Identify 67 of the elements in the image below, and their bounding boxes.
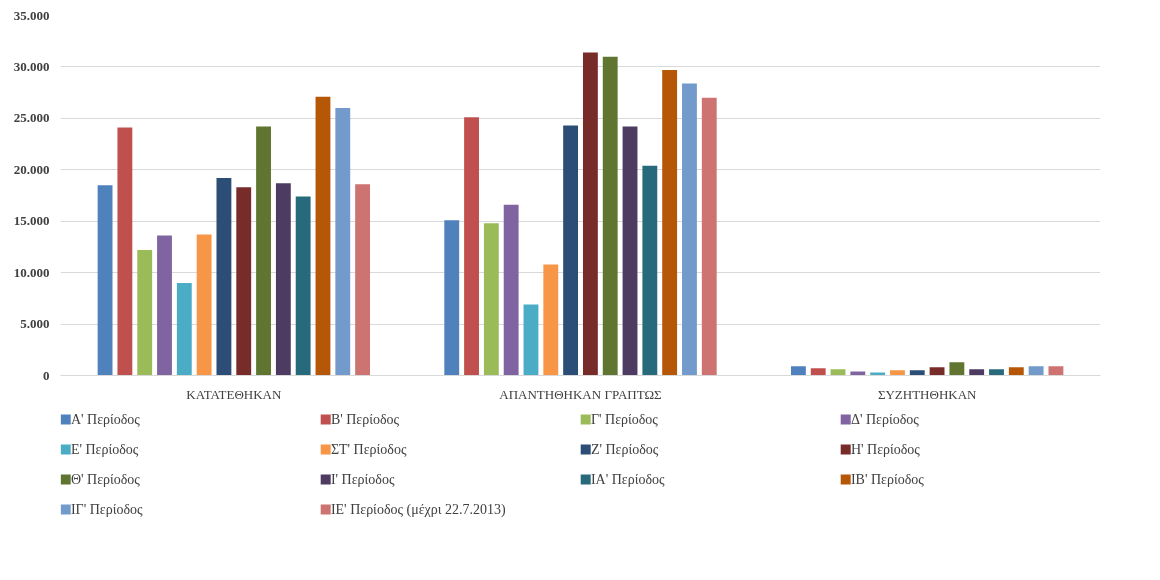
bar xyxy=(1048,366,1064,376)
bar xyxy=(176,282,192,376)
y-tick-label: 20.000 xyxy=(13,161,50,177)
legend-label: Β' Περίοδος xyxy=(330,412,400,427)
bar xyxy=(929,367,945,376)
bar xyxy=(1028,366,1044,376)
bar xyxy=(216,178,232,376)
legend-label: Ι' Περίοδος xyxy=(330,472,395,487)
bar xyxy=(830,369,846,376)
legend-label: ΣΤ' Περίοδος xyxy=(330,442,407,457)
y-tick-label: 30.000 xyxy=(13,58,50,74)
bar xyxy=(137,250,153,376)
y-tick-label: 35.000 xyxy=(13,7,50,23)
bar xyxy=(355,184,371,376)
bar xyxy=(483,223,499,376)
bar xyxy=(850,371,866,376)
bar xyxy=(503,204,519,376)
bar xyxy=(602,56,618,376)
bar xyxy=(236,187,252,376)
bar xyxy=(563,125,579,376)
bar xyxy=(196,234,212,376)
legend-label: ΙΒ' Περίοδος xyxy=(850,472,925,487)
bar xyxy=(97,185,113,376)
bar xyxy=(295,196,311,376)
bar xyxy=(949,362,965,376)
bar xyxy=(662,70,678,376)
bar xyxy=(117,127,133,376)
y-tick-label: 25.000 xyxy=(13,110,50,126)
legend-label: Η' Περίοδος xyxy=(850,442,921,457)
bar xyxy=(256,126,271,376)
bar xyxy=(157,235,172,376)
bar xyxy=(523,304,539,376)
bar xyxy=(909,370,925,376)
y-tick-label: 5.000 xyxy=(20,316,50,332)
bar xyxy=(622,126,638,376)
x-tick-label: ΑΠΑΝΤΗΘΗΚΑΝ ΓΡΑΠΤΩΣ xyxy=(499,386,662,402)
bar xyxy=(989,369,1004,376)
bar xyxy=(701,97,717,376)
bar xyxy=(870,372,886,376)
y-tick-label: 0 xyxy=(43,367,50,383)
legend-label: Ε' Περίοδος xyxy=(70,442,139,457)
x-tick-label: ΚΑΤΑΤΕΘΗΚΑΝ xyxy=(186,386,282,402)
bar xyxy=(682,83,697,376)
bar xyxy=(642,165,658,376)
bar xyxy=(969,369,985,376)
bar xyxy=(275,183,291,376)
bar xyxy=(464,117,479,376)
legend-label: Α' Περίοδος xyxy=(70,412,141,427)
bar xyxy=(790,366,806,376)
bar xyxy=(582,52,598,376)
legend-label: Γ' Περίοδος xyxy=(590,412,659,427)
bar xyxy=(335,108,351,376)
bar xyxy=(543,264,559,376)
bar xyxy=(890,370,905,376)
legend-label: ΙΕ' Περίοδος (μέχρι 22.7.2013) xyxy=(330,502,507,518)
legend-label: ΙΓ' Περίοδος xyxy=(70,502,144,517)
bar xyxy=(315,96,331,376)
bar xyxy=(810,368,826,376)
legend-label: ΙΑ' Περίοδος xyxy=(590,472,666,487)
bar xyxy=(1008,367,1024,376)
y-tick-label: 10.000 xyxy=(13,264,50,280)
legend-label: Δ' Περίοδος xyxy=(850,412,920,427)
legend-label: Θ' Περίοδος xyxy=(70,472,141,487)
legend-label: Ζ' Περίοδος xyxy=(590,442,659,457)
bar xyxy=(444,220,460,376)
x-tick-label: ΣΥΖΗΤΗΘΗΚΑΝ xyxy=(877,386,978,402)
y-tick-label: 15.000 xyxy=(13,213,50,229)
